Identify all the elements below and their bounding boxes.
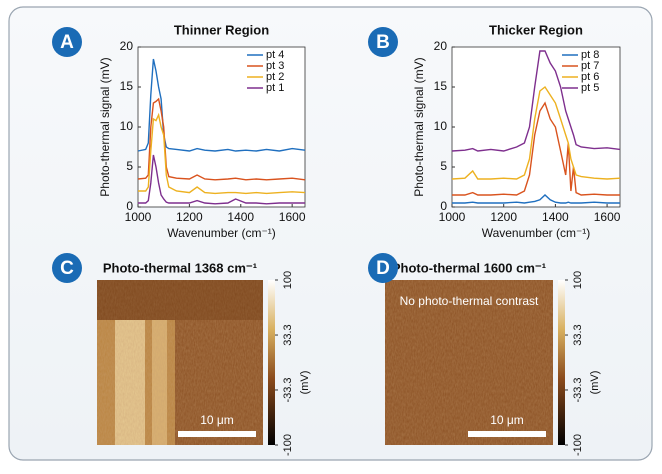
colorbar-tick-label: -100 bbox=[282, 434, 294, 456]
y-tick-label: 20 bbox=[434, 39, 448, 53]
series-line bbox=[137, 58, 306, 152]
legend-label: pt 2 bbox=[266, 71, 284, 83]
legend-label: pt 5 bbox=[581, 82, 599, 94]
chart-title: Photo-thermal 1368 cm⁻¹ bbox=[103, 260, 257, 275]
y-tick-label: 10 bbox=[120, 119, 134, 133]
y-axis-label: Photo-thermal signal (mV) bbox=[412, 57, 426, 196]
y-tick-label: 0 bbox=[440, 199, 447, 213]
panel-badge bbox=[368, 253, 398, 283]
colorbar-tick-label: 100 bbox=[282, 271, 294, 289]
colorbar-tick-label: 33.3 bbox=[572, 324, 584, 345]
x-tick-label: 1000 bbox=[439, 210, 466, 224]
scale-bar-label: 10 μm bbox=[490, 413, 524, 427]
legend-label: pt 6 bbox=[581, 71, 599, 83]
x-tick-label: 1600 bbox=[279, 210, 306, 224]
series-line bbox=[138, 154, 305, 205]
annotation: No photo-thermal contrast bbox=[400, 294, 539, 308]
chart-title: Photo-thermal 1600 cm⁻¹ bbox=[392, 260, 546, 275]
x-tick-label: 1200 bbox=[176, 210, 203, 224]
scale-bar bbox=[468, 431, 546, 437]
x-tick-label: 1400 bbox=[542, 210, 569, 224]
legend-label: pt 4 bbox=[266, 49, 284, 61]
panel-badge bbox=[52, 253, 82, 283]
colorbar-tick-label: 33.3 bbox=[282, 324, 294, 345]
panel-label: B bbox=[376, 32, 390, 53]
series-line bbox=[452, 194, 620, 204]
legend-label: pt 7 bbox=[581, 60, 599, 72]
y-tick-label: 5 bbox=[440, 159, 447, 173]
panel-badge bbox=[52, 27, 82, 57]
chart-title: Thicker Region bbox=[489, 22, 583, 37]
scale-bar bbox=[178, 431, 256, 437]
y-tick-label: 0 bbox=[126, 199, 133, 213]
series-line bbox=[451, 50, 621, 152]
y-tick-label: 10 bbox=[434, 119, 448, 133]
y-tick-label: 15 bbox=[120, 79, 134, 93]
panel-label: C bbox=[60, 258, 74, 279]
y-axis-label: Photo-thermal signal (mV) bbox=[98, 57, 112, 196]
colorbar-label: (mV) bbox=[589, 371, 601, 395]
series-line bbox=[138, 112, 306, 195]
panel-label: D bbox=[376, 258, 390, 279]
x-axis-label: Wavenumber (cm⁻¹) bbox=[167, 226, 276, 240]
series-line bbox=[452, 101, 620, 196]
series-line bbox=[137, 97, 306, 181]
panel-label: A bbox=[60, 32, 74, 53]
legend-label: pt 1 bbox=[266, 82, 284, 94]
x-tick-label: 1000 bbox=[125, 210, 152, 224]
x-axis-label: Wavenumber (cm⁻¹) bbox=[482, 226, 591, 240]
colorbar bbox=[268, 280, 275, 445]
chart-title: Thinner Region bbox=[174, 22, 269, 37]
dark-region bbox=[97, 280, 263, 320]
x-tick-label: 1400 bbox=[227, 210, 254, 224]
colorbar-tick-label: -33.3 bbox=[572, 377, 584, 402]
colorbar-tick-label: -33.3 bbox=[282, 377, 294, 402]
plot-box bbox=[137, 46, 306, 208]
y-tick-label: 15 bbox=[434, 79, 448, 93]
image-texture bbox=[385, 280, 553, 445]
series-line bbox=[451, 85, 621, 180]
y-tick-label: 20 bbox=[120, 39, 134, 53]
bright-region-texture bbox=[97, 320, 175, 445]
scale-bar-label: 10 μm bbox=[200, 413, 234, 427]
colorbar-tick-label: -100 bbox=[572, 434, 584, 456]
legend-label: pt 8 bbox=[581, 49, 599, 61]
y-tick-label: 5 bbox=[126, 159, 133, 173]
panel-badge bbox=[368, 27, 398, 57]
x-tick-label: 1600 bbox=[594, 210, 621, 224]
colorbar bbox=[558, 280, 565, 445]
colorbar-tick-label: 100 bbox=[572, 271, 584, 289]
colorbar-label: (mV) bbox=[299, 371, 311, 395]
x-tick-label: 1200 bbox=[490, 210, 517, 224]
legend-label: pt 3 bbox=[266, 60, 284, 72]
